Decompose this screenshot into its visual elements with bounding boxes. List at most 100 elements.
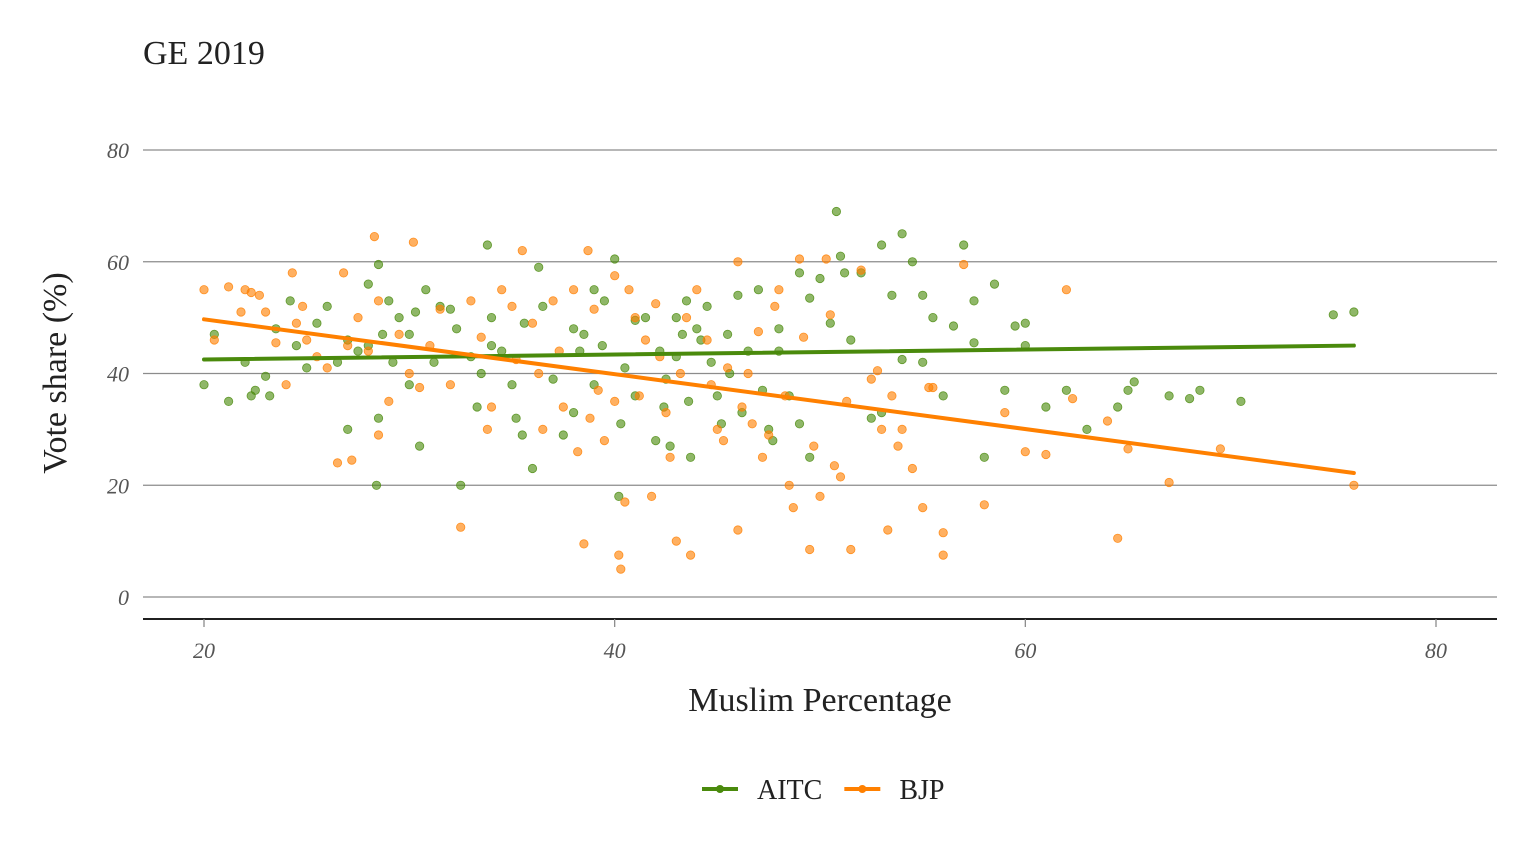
bjp-point — [585, 413, 595, 423]
bjp-point — [527, 318, 538, 328]
aitc-point — [527, 463, 538, 474]
bjp-point — [394, 329, 404, 339]
aitc-point — [285, 296, 295, 306]
bjp-point — [805, 544, 815, 555]
aitc-point — [831, 206, 842, 217]
bjp-point — [538, 424, 548, 434]
aitc-point — [199, 380, 209, 390]
x-tick-label: 60 — [1014, 638, 1036, 663]
y-tick-label: 40 — [107, 362, 129, 387]
bjp-point — [661, 407, 671, 418]
aitc-point — [959, 240, 969, 250]
aitc-point — [835, 251, 846, 261]
x-tick-label: 40 — [604, 638, 626, 663]
bjp-point — [593, 385, 603, 395]
bjp-point — [646, 491, 657, 501]
bjp-point — [722, 363, 733, 373]
aitc-point — [938, 391, 948, 401]
aitc-point — [568, 407, 579, 418]
y-tick-label: 0 — [118, 585, 129, 610]
bjp-point — [579, 539, 589, 549]
aitc-point — [388, 357, 398, 367]
bjp-point — [497, 285, 507, 295]
bjp-point — [287, 268, 297, 278]
bjp-point — [764, 430, 774, 440]
bjp-point — [753, 326, 764, 337]
aitc-point — [805, 293, 815, 303]
bjp-point — [1215, 444, 1226, 454]
aitc-trend-line — [202, 343, 1356, 362]
aitc-point — [815, 273, 825, 284]
bjp-point — [829, 461, 840, 471]
bjp-point — [733, 257, 743, 267]
aitc-point — [1041, 402, 1051, 412]
bjp-point — [568, 285, 579, 295]
aitc-point — [1010, 321, 1020, 331]
aitc-point — [414, 441, 425, 451]
aitc-point — [538, 301, 548, 311]
aitc-point — [989, 279, 1000, 289]
bjp-point — [338, 268, 349, 278]
y-tick-label: 60 — [107, 250, 129, 275]
aitc-point — [429, 357, 439, 367]
bjp-legend-label: BJP — [899, 775, 944, 806]
aitc-point — [774, 324, 784, 334]
bjp-point — [373, 296, 384, 306]
aitc-point — [685, 452, 696, 462]
bjp-point — [254, 290, 264, 300]
aitc-point — [451, 324, 462, 334]
bjp-point — [733, 525, 743, 535]
aitc-point — [805, 452, 815, 462]
aitc-legend-marker — [716, 785, 724, 793]
aitc-point — [589, 285, 599, 295]
aitc-point — [599, 296, 610, 306]
aitc-point — [733, 290, 743, 300]
aitc-point — [384, 296, 394, 306]
chart-title: GE 2019 — [143, 35, 265, 72]
aitc-point — [519, 318, 529, 328]
aitc-point — [1113, 402, 1123, 412]
bjp-point — [798, 332, 809, 342]
aitc-point — [568, 324, 579, 334]
bjp-point — [737, 402, 747, 412]
bjp-point — [1349, 480, 1359, 490]
bjp-point — [291, 318, 301, 328]
bjp-point — [897, 424, 907, 434]
aitc-point — [597, 340, 607, 351]
aitc-point — [486, 340, 497, 351]
bjp-point — [893, 441, 903, 451]
aitc-point — [1328, 310, 1338, 320]
aitc-point — [794, 268, 805, 278]
y-tick-label: 20 — [107, 473, 129, 498]
aitc-point — [482, 240, 492, 250]
x-tick-label: 20 — [193, 638, 215, 663]
aitc-point — [614, 491, 624, 501]
bjp-point — [573, 447, 583, 457]
aitc-point — [722, 329, 733, 339]
aitc-point — [918, 357, 928, 367]
aitc-point — [371, 480, 382, 490]
bjp-point — [702, 335, 712, 345]
aitc-point — [394, 312, 404, 323]
bjp-point — [825, 310, 835, 320]
bjp-point — [774, 285, 784, 295]
aitc-point — [825, 318, 835, 328]
aitc-point — [373, 413, 384, 423]
bjp-point — [872, 366, 883, 376]
aitc-point — [887, 290, 897, 300]
bjp-point — [445, 380, 455, 390]
aitc-point — [1185, 393, 1195, 404]
aitc-point — [445, 304, 455, 314]
bjp-point — [640, 335, 651, 345]
bjp-point — [534, 368, 544, 379]
bjp-point — [246, 287, 256, 298]
aitc-point — [610, 254, 620, 264]
legend: AITC BJP — [702, 775, 944, 806]
bjp-point — [743, 368, 753, 379]
bjp-point — [297, 301, 308, 311]
bjp-point — [883, 525, 893, 535]
aitc-point — [794, 419, 805, 429]
bjp-point — [675, 368, 686, 379]
bjp-point — [685, 550, 696, 560]
bjp-point — [770, 301, 780, 311]
